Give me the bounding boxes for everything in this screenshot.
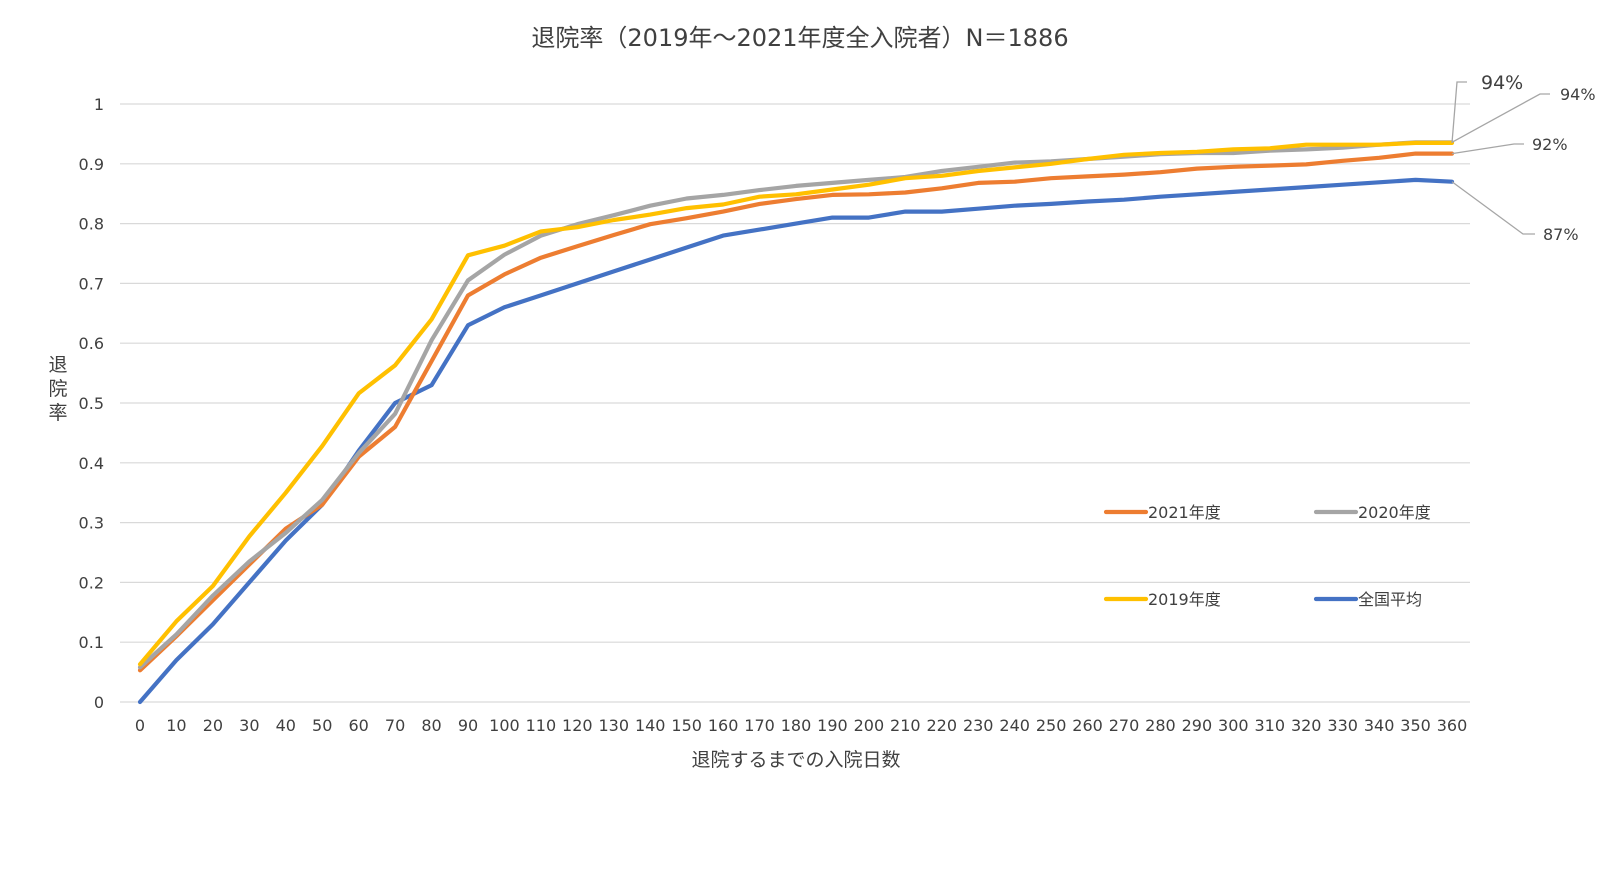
x-tick-label: 340	[1364, 716, 1395, 735]
x-tick-label: 190	[817, 716, 848, 735]
y-tick-label: 0	[94, 693, 104, 712]
callout-label: 94%	[1560, 85, 1596, 104]
x-tick-label: 90	[458, 716, 478, 735]
x-tick-label: 260	[1072, 716, 1103, 735]
x-axis-ticks: 0 10 20 30 40 50 60 70 80 90 100 110 120 130 140 150 160…	[135, 716, 1467, 735]
x-tick-label: 150	[671, 716, 702, 735]
y-tick-label: 0.1	[79, 633, 104, 652]
x-tick-label: 100	[489, 716, 520, 735]
callout-leader	[1451, 93, 1550, 143]
x-tick-label: 360	[1437, 716, 1468, 735]
y-axis-ticks: 0 0.1 0.2 0.3 0.4 0.5 0.6 0.7 0.8 0.9 1	[79, 95, 104, 712]
y-axis-label-char: 退	[48, 354, 67, 376]
chart-title: 退院率（2019年～2021年度全入院者）N＝1886	[531, 24, 1068, 52]
x-tick-label: 320	[1291, 716, 1322, 735]
x-tick-label: 30	[239, 716, 259, 735]
x-tick-label: 230	[963, 716, 994, 735]
x-tick-label: 300	[1218, 716, 1249, 735]
legend-label: 全国平均	[1358, 590, 1422, 609]
x-tick-label: 10	[166, 716, 186, 735]
x-tick-label: 60	[348, 716, 368, 735]
y-tick-label: 0.9	[79, 155, 104, 174]
legend-label: 2019年度	[1148, 590, 1221, 609]
series-line	[137, 177, 1455, 705]
y-tick-label: 0.8	[79, 215, 104, 234]
y-tick-label: 1	[94, 95, 104, 114]
y-tick-label: 0.6	[79, 334, 104, 353]
x-tick-label: 240	[999, 716, 1030, 735]
x-tick-label: 350	[1400, 716, 1431, 735]
x-tick-label: 80	[421, 716, 441, 735]
y-axis-label-char: 院	[48, 378, 67, 400]
x-tick-label: 40	[276, 716, 296, 735]
callout-label: 92%	[1532, 135, 1568, 154]
x-tick-label: 20	[203, 716, 223, 735]
x-tick-label: 270	[1109, 716, 1140, 735]
y-tick-label: 0.4	[79, 454, 104, 473]
x-tick-label: 110	[526, 716, 557, 735]
series-line	[137, 140, 1455, 667]
x-tick-label: 130	[599, 716, 630, 735]
x-tick-label: 290	[1182, 716, 1213, 735]
x-tick-label: 50	[312, 716, 332, 735]
x-tick-label: 310	[1255, 716, 1286, 735]
callout-label: 94%	[1481, 72, 1523, 94]
legend-label: 2021年度	[1148, 503, 1221, 522]
callout-leader	[1451, 181, 1535, 235]
x-tick-label: 180	[781, 716, 812, 735]
y-tick-label: 0.2	[79, 573, 104, 592]
legend: 2021年度 2020年度 2019年度 全国平均	[1103, 503, 1431, 609]
y-tick-label: 0.7	[79, 274, 104, 293]
x-tick-label: 210	[890, 716, 921, 735]
x-tick-label: 120	[562, 716, 593, 735]
x-tick-label: 200	[854, 716, 885, 735]
x-tick-label: 330	[1327, 716, 1358, 735]
x-tick-label: 220	[927, 716, 958, 735]
series-lines	[137, 140, 1455, 705]
callout-label: 87%	[1543, 225, 1579, 244]
series-line	[137, 151, 1455, 673]
callout-leader	[1451, 143, 1524, 155]
y-tick-label: 0.3	[79, 514, 104, 533]
x-axis-label: 退院するまでの入院日数	[691, 749, 900, 771]
x-tick-label: 70	[385, 716, 405, 735]
x-tick-label: 140	[635, 716, 666, 735]
callouts: 94% 94% 92% 87%	[1451, 72, 1596, 244]
x-tick-label: 160	[708, 716, 739, 735]
x-tick-label: 250	[1036, 716, 1067, 735]
y-tick-label: 0.5	[79, 394, 104, 413]
x-tick-label: 0	[135, 716, 145, 735]
series-line	[137, 140, 1455, 670]
y-axis-label: 退院率	[48, 354, 67, 424]
x-tick-label: 280	[1145, 716, 1176, 735]
x-tick-label: 170	[744, 716, 775, 735]
callout-leader	[1451, 81, 1467, 143]
legend-label: 2020年度	[1358, 503, 1431, 522]
y-axis-label-char: 率	[48, 402, 67, 424]
